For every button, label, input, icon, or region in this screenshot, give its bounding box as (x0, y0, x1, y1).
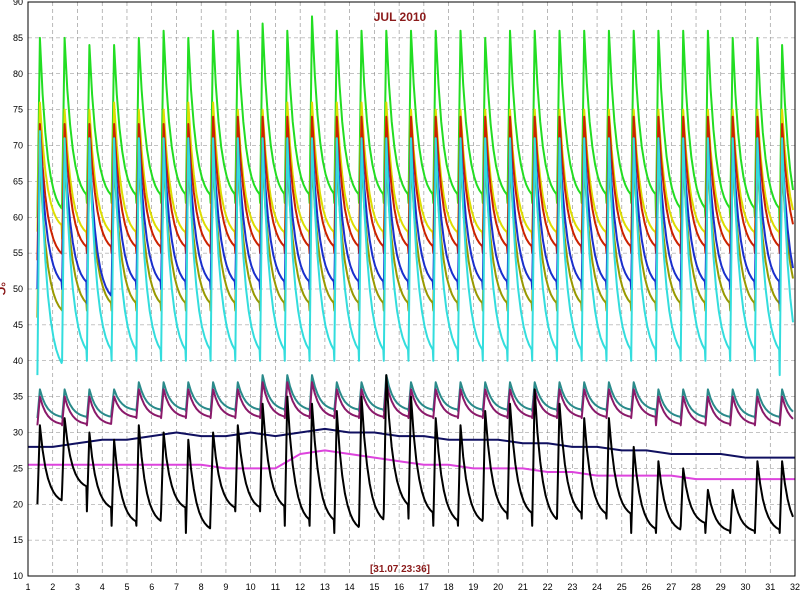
x-tick-label: 8 (199, 582, 204, 592)
x-tick-label: 5 (124, 582, 129, 592)
x-tick-label: 18 (444, 582, 454, 592)
x-tick-label: 7 (174, 582, 179, 592)
y-tick-label: 35 (13, 392, 23, 402)
x-tick-label: 12 (295, 582, 305, 592)
y-tick-label: 55 (13, 248, 23, 258)
x-tick-label: 4 (100, 582, 105, 592)
x-tick-label: 27 (666, 582, 676, 592)
x-tick-label: 25 (617, 582, 627, 592)
series-line-1 (36, 15, 794, 233)
y-tick-label: 60 (13, 212, 23, 222)
series-line-10 (28, 449, 795, 481)
x-tick-label: 24 (592, 582, 602, 592)
series-line-11 (36, 374, 794, 534)
x-tick-label: 14 (345, 582, 355, 592)
x-tick-label: 21 (518, 582, 528, 592)
series-line-7 (36, 374, 794, 420)
x-tick-label: 15 (369, 582, 379, 592)
y-tick-label: 40 (13, 356, 23, 366)
y-tick-label: 30 (13, 428, 23, 438)
y-tick-label: 80 (13, 69, 23, 79)
x-tick-label: 20 (493, 582, 503, 592)
x-tick-label: 10 (246, 582, 256, 592)
plot-border (27, 1, 796, 577)
y-tick-label: 70 (13, 141, 23, 151)
y-tick-label: 65 (13, 176, 23, 186)
x-tick-label: 2 (50, 582, 55, 592)
y-tick-label: 10 (13, 571, 23, 581)
y-tick-label: 75 (13, 105, 23, 115)
x-tick-label: 6 (149, 582, 154, 592)
y-tick-label: 50 (13, 284, 23, 294)
x-tick-label: 26 (642, 582, 652, 592)
x-tick-label: 19 (468, 582, 478, 592)
x-tick-label: 17 (419, 582, 429, 592)
y-tick-label: 45 (13, 320, 23, 330)
y-tick-label: 85 (13, 33, 23, 43)
timestamp-annotation: [31.07 23:36] (369, 564, 431, 575)
x-tick-label: 32 (790, 582, 800, 592)
x-tick-label: 31 (765, 582, 775, 592)
x-tick-label: 11 (271, 582, 280, 592)
y-tick-label: 15 (13, 535, 23, 545)
series-line-6 (36, 130, 794, 377)
x-tick-label: 30 (741, 582, 751, 592)
series-line-9 (28, 427, 795, 459)
x-tick-label: 9 (223, 582, 228, 592)
y-axis-label: °C (0, 282, 8, 296)
series-line-8 (36, 381, 794, 427)
x-tick-label: 3 (75, 582, 80, 592)
x-tick-label: 28 (691, 582, 701, 592)
y-tick-label: 90 (13, 0, 23, 7)
series-group (28, 15, 795, 534)
x-tick-label: 1 (25, 582, 30, 592)
x-tick-label: 22 (543, 582, 553, 592)
x-tick-label: 29 (716, 582, 726, 592)
x-tick-label: 16 (394, 582, 404, 592)
y-tick-label: 25 (13, 463, 23, 473)
x-tick-label: 13 (320, 582, 330, 592)
y-tick-label: 20 (13, 499, 23, 509)
x-tick-label: 23 (567, 582, 577, 592)
